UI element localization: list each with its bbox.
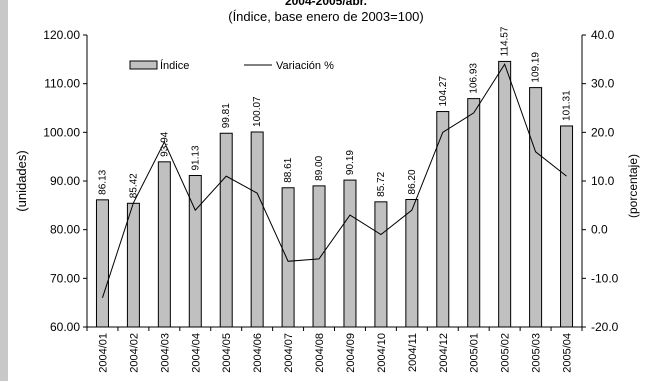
bars-layer [95,60,574,328]
bar [467,98,481,328]
bar-value-label: 89.00 [314,155,325,180]
bar-value-label: 86.13 [97,169,108,194]
legend-line-label: Variación % [276,60,334,72]
category-label: 2004/09 [345,333,357,373]
bar-value-label: 114.57 [500,26,511,56]
bar-value-label: 93.94 [159,131,170,156]
left-tick-label: 60.00 [50,320,80,334]
category-label: 2004/05 [221,333,233,373]
bar [405,198,419,328]
bar [157,161,171,328]
legend-bar-label: Índice [160,59,189,72]
category-label: 2005/04 [562,333,574,373]
category-label: 2004/11 [407,333,419,372]
bar [250,131,264,328]
bar [343,179,357,328]
bar-value-label: 101.31 [562,90,573,121]
category-label: 2004/03 [159,333,171,373]
labels-layer: 86.13 85.42 93.94 91.13 99.81 100.07 88.61 89.0… [14,26,640,373]
category-label: 2005/01 [469,333,481,373]
bar [219,132,233,328]
left-tick-label: 80.00 [50,223,80,237]
right-tick-label: 40.0 [591,28,615,42]
right-tick-label: -20.0 [591,320,619,334]
bar [312,185,326,328]
right-tick-label: 20.0 [591,125,615,139]
category-label: 2004/04 [190,333,202,373]
category-label: 2005/03 [531,333,543,373]
right-tick-label: 0.0 [591,223,608,237]
bar-value-label: 104.27 [438,76,449,107]
bar-value-label: 91.13 [190,145,201,170]
bar [95,199,109,328]
left-border-strip [0,0,8,381]
y-axis-right-title: (porcentaje) [626,154,640,218]
left-tick-label: 100.00 [43,125,80,139]
bar-value-label: 88.61 [283,157,294,182]
category-label: 2004/10 [376,333,388,373]
bar-value-label: 86.20 [407,169,418,194]
category-label: 2004/08 [314,333,326,373]
chart-title: 2004-2005/abr. [284,0,368,8]
bar [281,187,295,328]
bar-value-label: 90.19 [345,150,356,175]
chart-subtitle: (Índice, base enero de 2003=100) [228,9,424,24]
variation-line [101,63,567,298]
right-tick-label: 30.0 [591,77,615,91]
bar [529,87,543,328]
category-label: 2004/01 [97,333,109,373]
bar [560,125,574,328]
y-axis-title: (unidades) [14,150,29,211]
legend: Índice Variación % [129,59,334,72]
bar-value-label: 85.42 [128,173,139,198]
bar-value-label: 109.19 [531,52,542,83]
bar [126,202,140,328]
category-label: 2004/12 [438,333,450,373]
category-label: 2005/02 [500,333,512,373]
bar-value-label: 100.07 [252,96,263,127]
left-tick-label: 70.00 [50,271,80,285]
category-label: 2004/06 [252,333,264,373]
legend-bar-swatch [129,60,158,70]
bar-value-label: 99.81 [221,103,232,128]
right-tick-label: -10.0 [591,271,619,285]
bar [498,60,512,328]
left-tick-label: 110.00 [44,77,80,91]
left-tick-label: 90.00 [50,174,80,188]
right-tick-label: 10.0 [591,174,615,188]
axes-layer [83,34,586,331]
left-tick-label: 120.00 [43,28,80,42]
category-label: 2004/02 [128,333,140,373]
bar-value-label: 106.93 [469,63,480,94]
bar [374,201,388,328]
bar-value-label: 85.72 [376,171,387,196]
bar [188,175,202,328]
line-layer [101,63,567,298]
category-label: 2004/07 [283,333,295,373]
